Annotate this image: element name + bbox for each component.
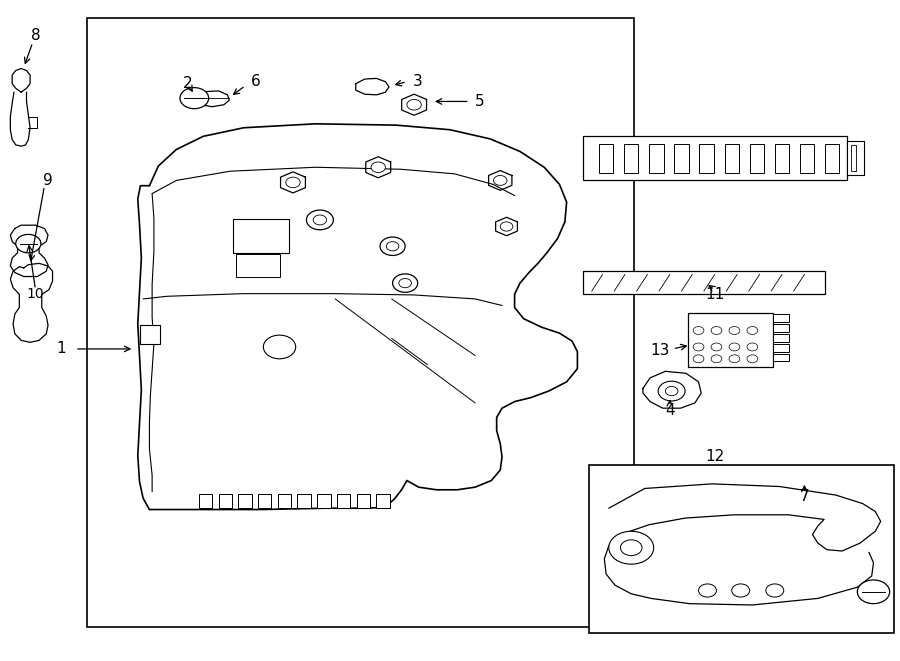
Bar bbox=[598, 143, 613, 173]
Text: 13: 13 bbox=[651, 343, 670, 358]
Circle shape bbox=[15, 235, 40, 253]
Circle shape bbox=[711, 355, 722, 363]
Bar bbox=[800, 143, 814, 173]
Circle shape bbox=[732, 584, 750, 597]
Circle shape bbox=[380, 237, 405, 255]
Text: 1: 1 bbox=[57, 342, 66, 356]
Circle shape bbox=[493, 175, 507, 185]
Bar bbox=[674, 143, 688, 173]
Text: 4: 4 bbox=[665, 403, 675, 418]
Bar bbox=[583, 136, 848, 180]
Circle shape bbox=[264, 335, 296, 359]
Circle shape bbox=[392, 274, 418, 292]
Text: 6: 6 bbox=[251, 74, 261, 89]
Circle shape bbox=[711, 343, 722, 351]
Bar bbox=[624, 143, 638, 173]
Bar bbox=[376, 494, 390, 508]
Bar bbox=[825, 143, 840, 173]
Circle shape bbox=[729, 343, 740, 351]
Bar bbox=[233, 219, 289, 253]
Bar bbox=[773, 324, 789, 332]
Text: 8: 8 bbox=[31, 28, 40, 43]
Circle shape bbox=[698, 584, 716, 597]
Circle shape bbox=[306, 210, 333, 230]
Circle shape bbox=[371, 162, 385, 173]
Bar bbox=[298, 494, 310, 508]
Bar bbox=[724, 143, 739, 173]
Bar bbox=[258, 494, 272, 508]
Bar bbox=[775, 143, 789, 173]
Bar bbox=[773, 344, 789, 352]
Bar bbox=[699, 143, 714, 173]
Circle shape bbox=[711, 327, 722, 334]
Bar bbox=[583, 271, 825, 294]
Text: 11: 11 bbox=[705, 287, 725, 302]
Circle shape bbox=[386, 242, 399, 251]
Circle shape bbox=[729, 327, 740, 334]
Bar bbox=[649, 143, 663, 173]
Text: 5: 5 bbox=[475, 94, 485, 109]
Bar bbox=[688, 313, 773, 367]
Circle shape bbox=[693, 355, 704, 363]
Text: 7: 7 bbox=[799, 489, 809, 504]
Circle shape bbox=[858, 580, 889, 603]
Bar bbox=[337, 494, 350, 508]
Circle shape bbox=[747, 327, 758, 334]
Bar bbox=[773, 354, 789, 362]
Text: 2: 2 bbox=[184, 76, 193, 91]
Circle shape bbox=[286, 177, 301, 188]
Text: 9: 9 bbox=[43, 173, 53, 188]
Bar bbox=[278, 494, 292, 508]
Bar bbox=[848, 141, 864, 175]
Bar bbox=[237, 254, 280, 276]
Bar bbox=[140, 325, 160, 344]
Circle shape bbox=[180, 88, 209, 108]
Text: 10: 10 bbox=[27, 288, 44, 301]
Circle shape bbox=[693, 327, 704, 334]
Bar bbox=[219, 494, 232, 508]
Circle shape bbox=[665, 387, 678, 396]
Circle shape bbox=[747, 355, 758, 363]
Circle shape bbox=[399, 278, 411, 288]
Circle shape bbox=[658, 381, 685, 401]
Bar bbox=[356, 494, 370, 508]
Circle shape bbox=[620, 540, 642, 556]
Circle shape bbox=[313, 215, 327, 225]
Circle shape bbox=[500, 222, 513, 231]
Bar bbox=[851, 145, 857, 171]
Circle shape bbox=[766, 584, 784, 597]
Circle shape bbox=[729, 355, 740, 363]
Bar bbox=[773, 334, 789, 342]
Bar bbox=[199, 494, 212, 508]
Bar bbox=[238, 494, 252, 508]
Bar bbox=[590, 465, 894, 633]
Bar bbox=[86, 18, 634, 627]
Circle shape bbox=[693, 343, 704, 351]
Bar bbox=[750, 143, 764, 173]
Text: 3: 3 bbox=[412, 74, 422, 89]
Circle shape bbox=[747, 343, 758, 351]
Bar bbox=[317, 494, 330, 508]
Bar bbox=[773, 314, 789, 322]
Circle shape bbox=[608, 531, 653, 564]
Circle shape bbox=[407, 99, 421, 110]
Text: 12: 12 bbox=[705, 449, 725, 465]
